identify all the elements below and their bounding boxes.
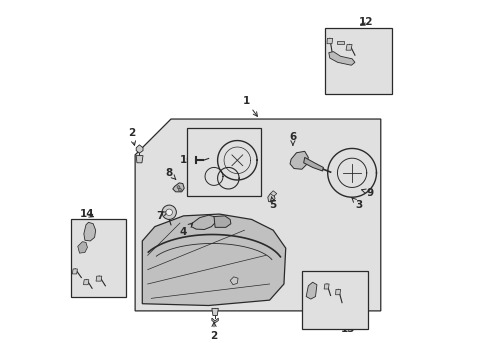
Text: 14: 14 (79, 209, 94, 219)
Polygon shape (214, 216, 230, 227)
Text: 12: 12 (359, 17, 373, 27)
Polygon shape (83, 280, 89, 285)
Text: 8: 8 (165, 168, 175, 179)
Polygon shape (172, 183, 184, 192)
Polygon shape (346, 44, 351, 50)
Polygon shape (136, 145, 142, 153)
Polygon shape (336, 41, 344, 44)
Text: 3: 3 (351, 198, 362, 210)
Bar (325, 28, 391, 94)
Circle shape (178, 188, 181, 191)
Polygon shape (267, 194, 274, 202)
Bar (187, 128, 260, 196)
Text: 10: 10 (180, 155, 197, 165)
Polygon shape (136, 156, 142, 163)
Bar (301, 271, 367, 329)
Polygon shape (135, 119, 380, 311)
Polygon shape (328, 51, 354, 65)
Circle shape (177, 186, 180, 189)
Polygon shape (335, 289, 340, 295)
Bar (70, 220, 126, 297)
Polygon shape (326, 39, 332, 44)
Circle shape (165, 209, 172, 216)
Text: 1: 1 (242, 96, 257, 116)
Text: 13: 13 (341, 320, 355, 334)
Polygon shape (270, 191, 276, 196)
Polygon shape (191, 215, 215, 229)
Text: 4: 4 (180, 223, 192, 237)
Polygon shape (142, 214, 285, 306)
Polygon shape (96, 276, 102, 281)
Polygon shape (324, 284, 328, 289)
Polygon shape (78, 242, 87, 253)
Text: 2: 2 (210, 322, 217, 341)
Text: 6: 6 (289, 132, 296, 145)
Text: 11: 11 (188, 132, 207, 143)
Polygon shape (305, 282, 316, 299)
Text: 7: 7 (156, 211, 167, 221)
Text: 9: 9 (361, 188, 373, 198)
Text: 2: 2 (128, 129, 135, 145)
Polygon shape (230, 277, 238, 285)
Polygon shape (72, 269, 77, 274)
Circle shape (162, 205, 176, 220)
Polygon shape (289, 151, 308, 169)
Polygon shape (211, 318, 218, 323)
Polygon shape (303, 157, 323, 171)
Text: 5: 5 (269, 197, 276, 210)
Polygon shape (211, 309, 218, 316)
Polygon shape (83, 222, 96, 241)
